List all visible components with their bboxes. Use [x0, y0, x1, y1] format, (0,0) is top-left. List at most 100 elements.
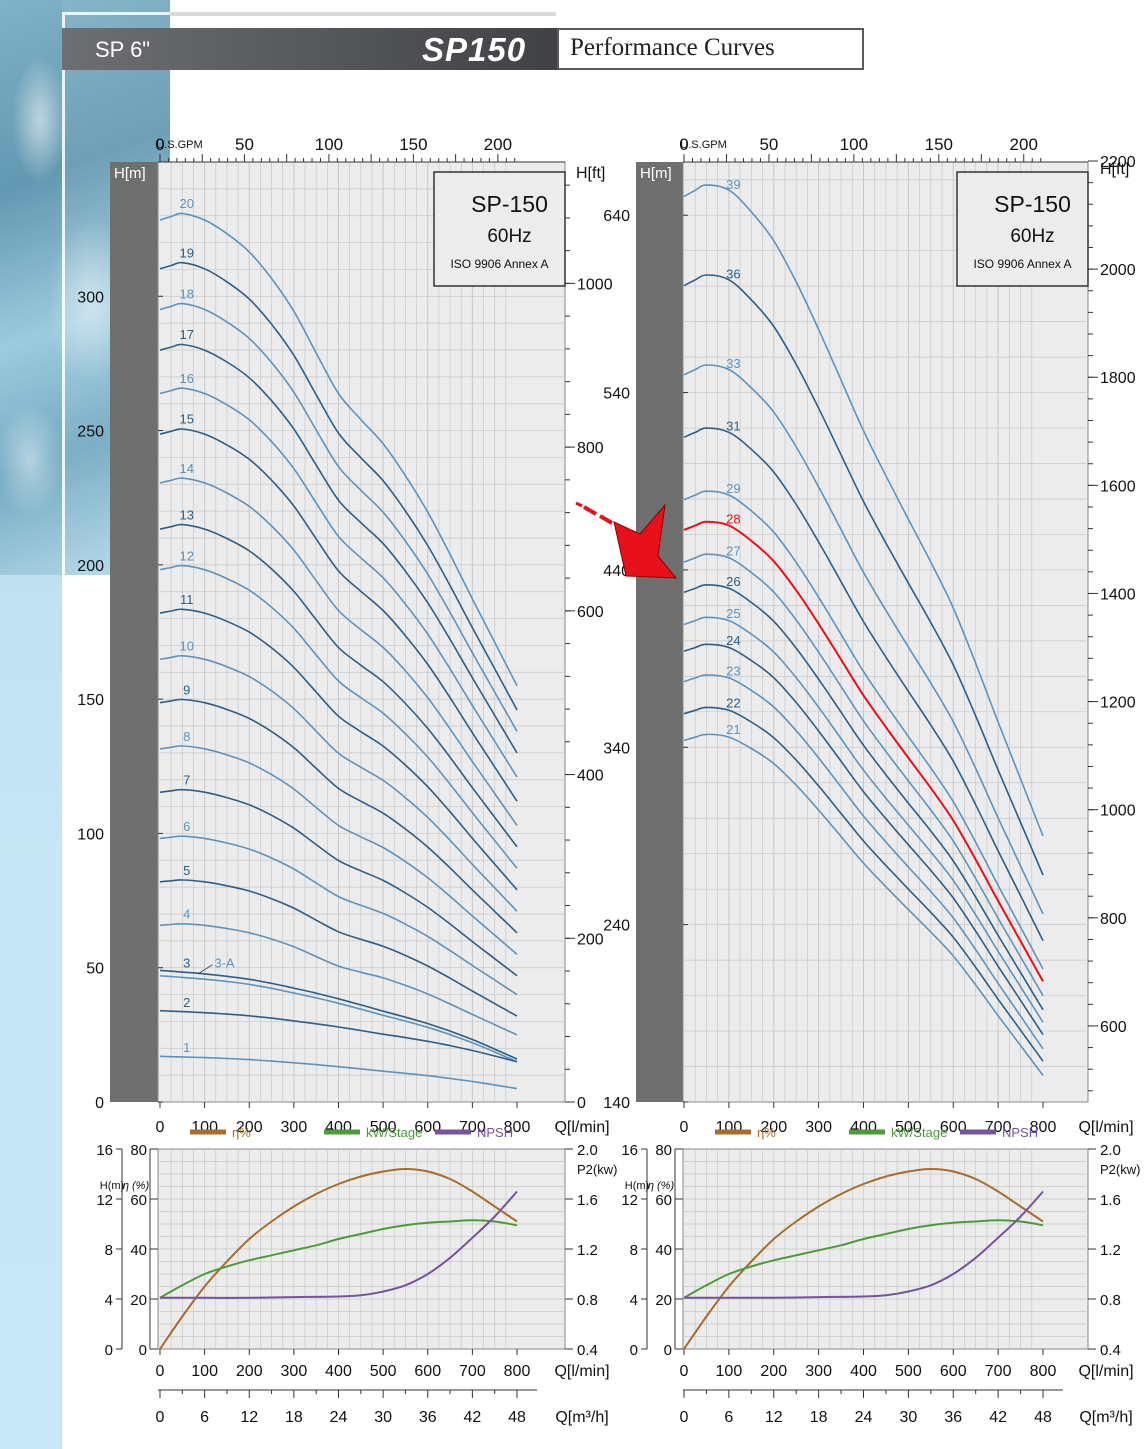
left-curve-13: [159, 523, 518, 848]
right-eff-tick-label-m3h: 0: [680, 1409, 689, 1426]
left-curve-label-20: 20: [180, 196, 194, 211]
right-curve-label-24: 24: [726, 633, 740, 648]
header-series-label: SP 6": [95, 37, 151, 62]
left-eff-tick-label-npsh: 16: [96, 1142, 113, 1159]
right-eff-tick-label-npsh: 4: [630, 1292, 638, 1309]
right-tick-label-gpm: 50: [759, 135, 778, 154]
left-eff-tick-label-p2: 0.4: [577, 1342, 598, 1359]
right-curve-33: [683, 364, 1044, 915]
left-curve-3: [159, 969, 518, 1060]
left-tick-label-h: 100: [77, 826, 104, 843]
left-label-q-lmin: Q[l/min]: [554, 1119, 609, 1136]
left-eff-label-q-m3h: Q[m³/h]: [555, 1409, 608, 1426]
right-tick-label-ft: 800: [1100, 911, 1127, 928]
header-top-rule: [170, 12, 556, 16]
left-eff-tick-label-q: 700: [459, 1363, 486, 1380]
left-eff-tick-label-q: 300: [281, 1363, 308, 1380]
left-curve-2: [159, 1009, 518, 1063]
right-eff-label-q-lmin: Q[l/min]: [1078, 1363, 1133, 1380]
left-tick-label-h: 200: [77, 558, 104, 575]
right-eff-tick-label-m3h: 24: [855, 1409, 873, 1426]
right-tick-label-q: 300: [805, 1119, 832, 1136]
left-curve-label-13: 13: [180, 507, 194, 522]
right-eff-tick-label-npsh: 12: [621, 1192, 638, 1209]
right-curve-24: [683, 643, 1044, 1036]
right-eff-tick-label-p2: 0.8: [1100, 1292, 1121, 1309]
left-curve-label-17: 17: [180, 327, 194, 342]
left-eff-tick-label-p2: 1.6: [577, 1192, 598, 1209]
left-curve-label-2: 2: [183, 995, 190, 1010]
left-eff-tick-label-eta: 60: [130, 1192, 147, 1209]
left-label-h-m: H[m]: [114, 165, 146, 182]
left-eff-label-npsh-hm: H(m): [100, 1180, 124, 1192]
left-curve-8: [159, 745, 518, 955]
right-eff-tick-label-q: 100: [716, 1363, 743, 1380]
left-eff-tick-label-eta: 80: [130, 1142, 147, 1159]
left-curve-18: [159, 302, 518, 732]
left-curve-label-19: 19: [180, 245, 194, 260]
decorative-frame: [62, 12, 173, 578]
right-curve-label-23: 23: [726, 663, 740, 678]
left-tick-label-q: 200: [236, 1119, 263, 1136]
left-curve-12: [159, 564, 518, 869]
left-curve-leader-3-A: [198, 964, 213, 975]
left-infobox: [433, 171, 566, 287]
left-eff-tick-label-q: 100: [191, 1363, 218, 1380]
right-eff-tick-label-q: 600: [940, 1363, 967, 1380]
right-curve-25: [683, 616, 1044, 1023]
left-tick-label-h: 150: [77, 692, 104, 709]
left-curve-20: [159, 212, 518, 687]
right-eff-tick-label-eta: 0: [664, 1342, 672, 1359]
left-tick-label-ft: 200: [577, 931, 604, 948]
right-eff-tick-label-m3h: 42: [989, 1409, 1007, 1426]
left-eff-tick-label-m3h: 0: [156, 1409, 165, 1426]
right-tick-label-q: 600: [940, 1119, 967, 1136]
right-eff-tick-label-p2: 1.6: [1100, 1192, 1121, 1209]
right-tick-label-ft: 1000: [1100, 803, 1136, 820]
left-tick-label-ft: 0: [577, 1095, 586, 1112]
left-eff-tick-label-eta: 0: [139, 1342, 147, 1359]
left-eff-tick-label-m3h: 48: [508, 1409, 526, 1426]
left-eff-tick-label-m3h: 36: [419, 1409, 437, 1426]
right-eff-legend-label-0: η%: [757, 1125, 776, 1140]
left-eff-tick-label-p2: 0.8: [577, 1292, 598, 1309]
right-curve-label-31: 31: [726, 418, 740, 433]
right-eff-npsh-curve: [684, 1190, 1044, 1299]
left-eff-tick-label-q: 500: [370, 1363, 397, 1380]
right-tick-label-q: 500: [895, 1119, 922, 1136]
left-tick-label-ft: 400: [577, 768, 604, 785]
header-title-box: [557, 28, 864, 70]
left-curve-4: [159, 922, 518, 1036]
right-eff-tick-label-m3h: 48: [1034, 1409, 1052, 1426]
right-label-h-m: H[m]: [640, 165, 672, 182]
left-curve-16: [159, 387, 518, 778]
left-tick-label-ft: 800: [577, 440, 604, 457]
right-eff-tick-label-eta: 80: [655, 1142, 672, 1159]
left-tick-label-gpm: 0: [155, 135, 164, 154]
right-tick-label-q: 200: [760, 1119, 787, 1136]
right-curve-21: [683, 733, 1044, 1076]
right-curve-label-36: 36: [726, 267, 740, 282]
right-eff-label-p2: P2(kw): [1100, 1162, 1140, 1177]
left-eff-tick-label-q: 600: [414, 1363, 441, 1380]
right-curve-label-39: 39: [726, 177, 740, 192]
left-eff-label-q-lmin: Q[l/min]: [554, 1363, 609, 1380]
left-curve-14: [159, 477, 518, 826]
right-eff-tick-label-q: 800: [1030, 1363, 1057, 1380]
left-eff-tick-label-p2: 2.0: [577, 1142, 598, 1159]
right-eff-tick-label-npsh: 0: [630, 1342, 638, 1359]
left-curve-19: [159, 261, 518, 711]
right-curve-29: [683, 490, 1044, 970]
left-infobox-freq: 60Hz: [487, 226, 531, 247]
left-curve-label-9: 9: [183, 682, 190, 697]
header-title: Performance Curves: [570, 34, 775, 61]
left-curve-label-6: 6: [183, 819, 190, 834]
right-label-q-lmin: Q[l/min]: [1078, 1119, 1133, 1136]
right-eff-tick-label-npsh: 16: [621, 1142, 638, 1159]
left-curve-label-1: 1: [183, 1040, 190, 1055]
left-curve-label-7: 7: [183, 773, 190, 788]
left-curve-3-A: [159, 975, 518, 1063]
left-eff-tick-label-npsh: 12: [96, 1192, 113, 1209]
right-eff-legend-label-2: NPSH: [1002, 1125, 1038, 1140]
right-plot-area: [682, 161, 1089, 1103]
